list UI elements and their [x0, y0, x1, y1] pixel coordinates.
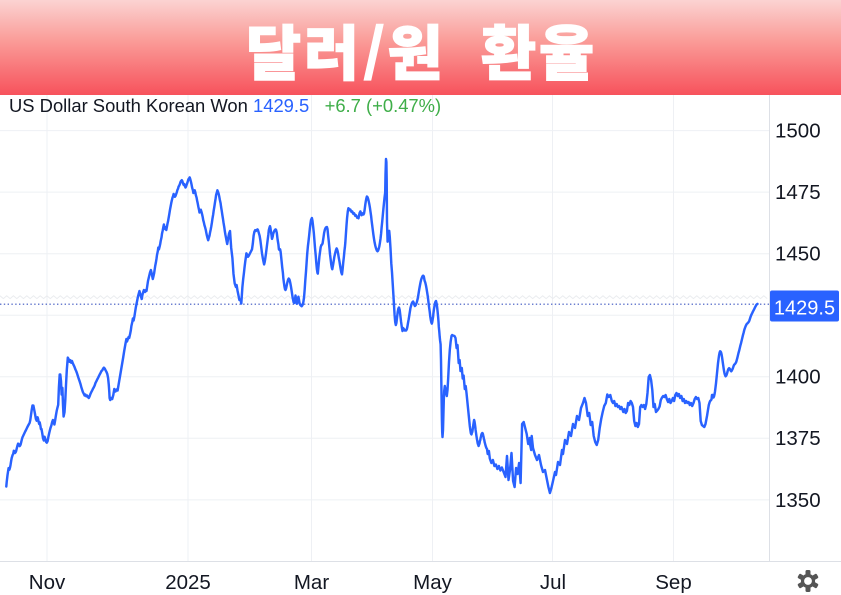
svg-text:2025: 2025: [165, 571, 211, 594]
svg-text:May: May: [413, 571, 452, 594]
svg-text:1350: 1350: [775, 489, 821, 512]
svg-text:1500: 1500: [775, 120, 821, 143]
svg-text:1400: 1400: [775, 366, 821, 389]
svg-text:Sep: Sep: [655, 571, 691, 594]
svg-text:1429.5: 1429.5: [774, 298, 835, 320]
svg-text:1375: 1375: [775, 427, 821, 450]
svg-text:Nov: Nov: [29, 571, 66, 594]
svg-text:1475: 1475: [775, 181, 821, 204]
svg-text:Jul: Jul: [540, 571, 566, 594]
svg-text:1450: 1450: [775, 243, 821, 266]
svg-text:Mar: Mar: [294, 571, 329, 594]
